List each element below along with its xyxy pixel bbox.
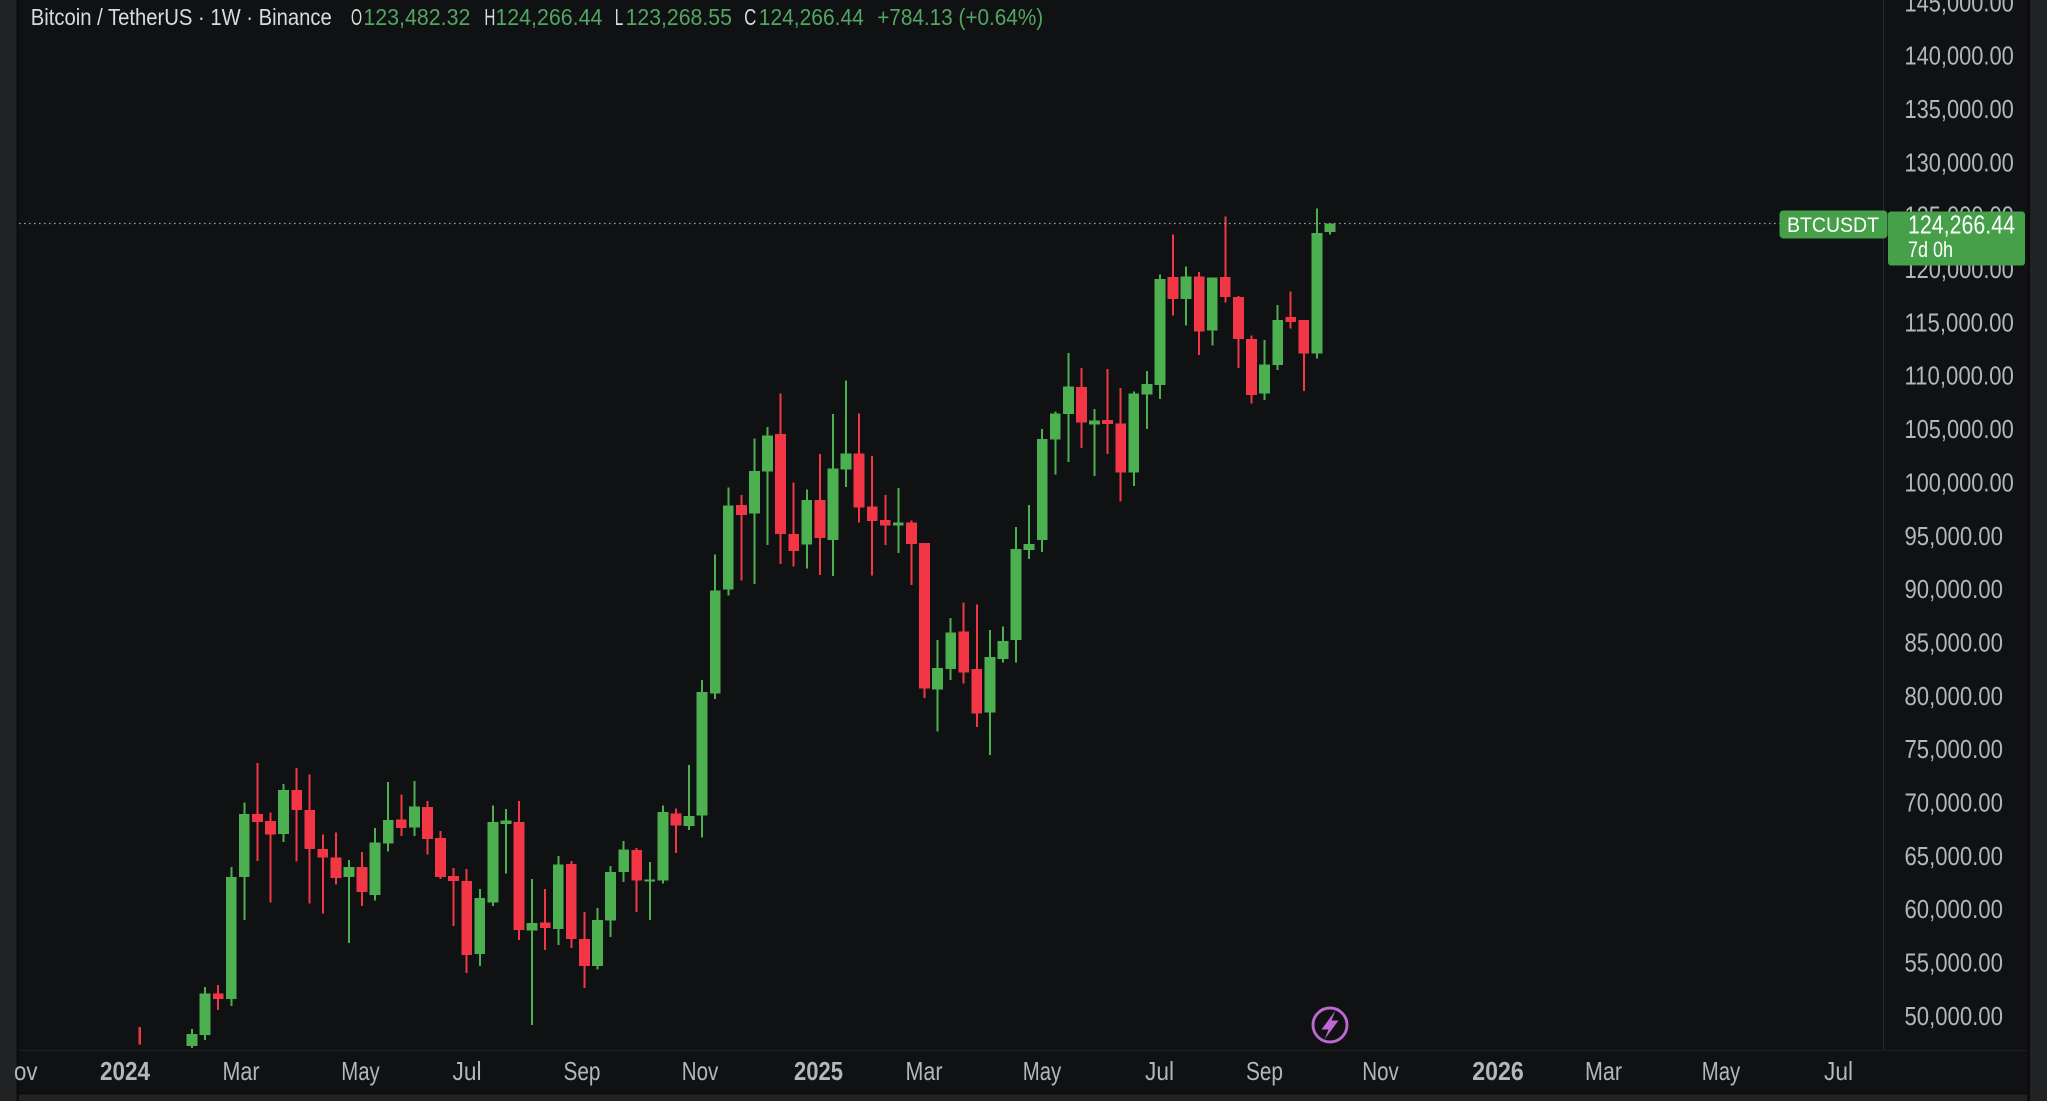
svg-text:C: C (744, 4, 756, 30)
svg-text:May: May (1023, 1056, 1062, 1086)
svg-text:60,000.00: 60,000.00 (1905, 894, 2003, 924)
svg-text:123,482.32: 123,482.32 (363, 4, 470, 30)
svg-text:Bitcoin / TetherUS · 1W · Bina: Bitcoin / TetherUS · 1W · Binance (31, 4, 332, 30)
svg-text:May: May (1702, 1056, 1741, 1086)
svg-text:Nov: Nov (682, 1056, 719, 1086)
svg-text:2024: 2024 (100, 1056, 150, 1086)
svg-text:75,000.00: 75,000.00 (1905, 734, 2003, 764)
svg-text:135,000.00: 135,000.00 (1905, 94, 2014, 124)
svg-text:+784.13 (+0.64%): +784.13 (+0.64%) (877, 4, 1043, 30)
svg-text:Mar: Mar (223, 1056, 260, 1086)
svg-text:2026: 2026 (1472, 1056, 1524, 1086)
svg-text:123,268.55: 123,268.55 (626, 4, 732, 30)
svg-text:140,000.00: 140,000.00 (1905, 41, 2014, 71)
svg-text:115,000.00: 115,000.00 (1905, 307, 2014, 337)
svg-text:BTCUSDT: BTCUSDT (1787, 214, 1879, 237)
svg-text:Jul: Jul (1145, 1056, 1174, 1086)
svg-text:Jul: Jul (453, 1056, 482, 1086)
svg-text:50,000.00: 50,000.00 (1905, 1001, 2003, 1031)
svg-text:124,266.44: 124,266.44 (1908, 209, 2015, 239)
svg-text:Sep: Sep (1246, 1056, 1283, 1086)
svg-text:2025: 2025 (794, 1056, 843, 1086)
svg-text:105,000.00: 105,000.00 (1905, 414, 2014, 444)
svg-text:Mar: Mar (1585, 1056, 1622, 1086)
svg-text:124,266.44: 124,266.44 (759, 4, 864, 30)
svg-text:145,000.00: 145,000.00 (1905, 0, 2014, 17)
svg-text:80,000.00: 80,000.00 (1905, 681, 2003, 711)
svg-text:110,000.00: 110,000.00 (1905, 361, 2014, 391)
svg-text:55,000.00: 55,000.00 (1905, 948, 2003, 978)
svg-text:H: H (484, 4, 495, 30)
svg-text:85,000.00: 85,000.00 (1905, 627, 2003, 657)
svg-text:130,000.00: 130,000.00 (1905, 147, 2014, 177)
svg-text:Nov: Nov (1362, 1056, 1399, 1086)
svg-text:70,000.00: 70,000.00 (1905, 787, 2003, 817)
svg-text:Jul: Jul (1824, 1056, 1853, 1086)
svg-text:O: O (351, 4, 362, 30)
svg-text:7d 0h: 7d 0h (1908, 237, 1953, 262)
svg-text:Sep: Sep (564, 1056, 601, 1086)
svg-text:100,000.00: 100,000.00 (1905, 467, 2014, 497)
svg-text:65,000.00: 65,000.00 (1905, 841, 2003, 871)
svg-text:124,266.44: 124,266.44 (495, 4, 602, 30)
svg-text:95,000.00: 95,000.00 (1905, 521, 2003, 551)
svg-text:L: L (615, 4, 624, 30)
svg-text:ov: ov (14, 1056, 38, 1086)
svg-text:90,000.00: 90,000.00 (1905, 574, 2003, 604)
svg-text:Mar: Mar (906, 1056, 943, 1086)
svg-text:May: May (341, 1056, 380, 1086)
